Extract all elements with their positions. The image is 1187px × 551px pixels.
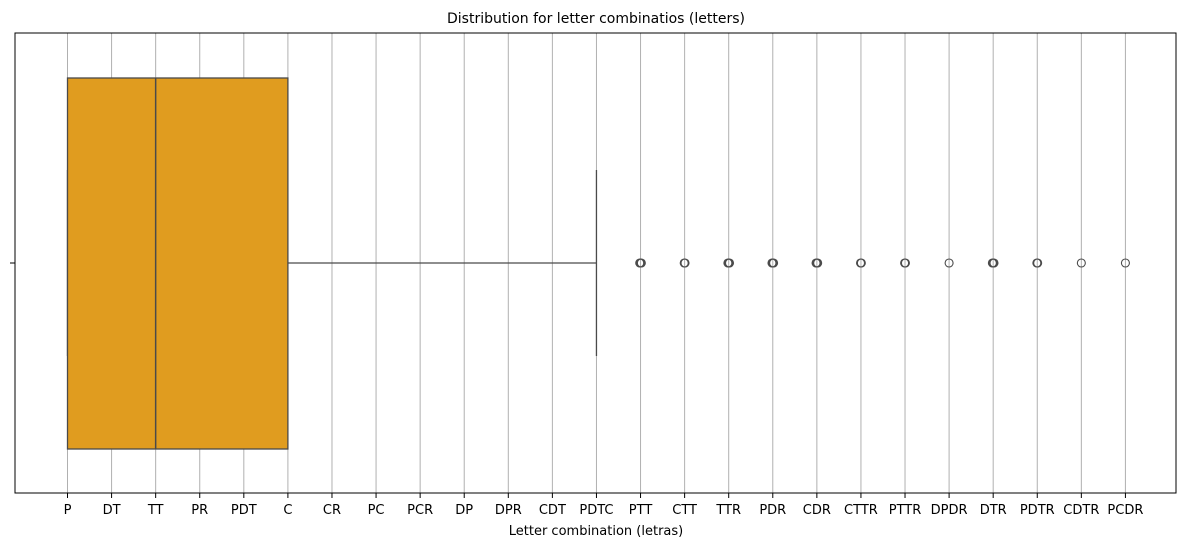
x-tick-label-p: P <box>64 503 72 518</box>
outliers-group <box>635 258 1130 268</box>
x-tick-label-dpr: DPR <box>495 503 522 518</box>
outlier-point-dtr <box>989 258 999 268</box>
outlier-point-ttr <box>724 258 735 268</box>
x-tick-label-dt: DT <box>103 503 121 518</box>
chart-title: Distribution for letter combinatios (let… <box>447 11 745 27</box>
x-tick-label-ttr: TTR <box>715 503 741 518</box>
x-tick-label-pdt: PDT <box>231 503 257 518</box>
outlier-point-pdtr <box>1033 258 1043 268</box>
x-tick-label-pdr: PDR <box>759 503 786 518</box>
x-tick-label-dpdr: DPDR <box>931 503 968 518</box>
x-axis: P DT TT PR PDT C CR PC PCR DP DPR CDT PDTC PTT CTT TTR P… <box>64 493 1143 518</box>
x-tick-label-pc: PC <box>368 503 385 518</box>
x-tick-label-tt: TT <box>147 503 164 518</box>
x-tick-label-cdt: CDT <box>539 503 566 518</box>
iqr-box <box>66 77 289 450</box>
box-group <box>66 77 598 450</box>
x-tick-label-dtr: DTR <box>980 503 1007 518</box>
x-tick-label-ptt: PTT <box>629 503 653 518</box>
x-tick-label-pdtr: PDTR <box>1020 503 1055 518</box>
x-tick-label-cdr: CDR <box>803 503 831 518</box>
x-tick-label-c: C <box>283 503 292 518</box>
outlier-point-cdr <box>813 258 823 268</box>
outlier-point-pdr <box>769 258 779 268</box>
outlier-point-pttr <box>900 258 910 268</box>
x-tick-label-pttr: PTTR <box>889 503 922 518</box>
x-tick-label-pcdr: PCDR <box>1107 503 1143 518</box>
outlier-point-cdtr <box>1076 258 1086 268</box>
outlier-point-pcdr <box>1120 258 1130 268</box>
outlier-point-cttr <box>856 258 866 268</box>
outlier-point-ctt <box>680 258 690 268</box>
x-tick-label-cdtr: CDTR <box>1063 503 1099 518</box>
x-tick-label-cttr: CTTR <box>844 503 878 518</box>
outlier-point-ptt <box>636 258 646 268</box>
x-tick-label-ctt: CTT <box>672 503 697 518</box>
x-axis-label: Letter combination (letras) <box>509 524 683 539</box>
x-tick-label-pr: PR <box>191 503 208 518</box>
x-tick-label-pdtc: PDTC <box>579 503 613 518</box>
x-tick-label-cr: CR <box>323 503 341 518</box>
outlier-point-dpdr <box>944 258 954 268</box>
x-tick-label-dp: DP <box>455 503 473 518</box>
x-tick-label-pcr: PCR <box>407 503 433 518</box>
